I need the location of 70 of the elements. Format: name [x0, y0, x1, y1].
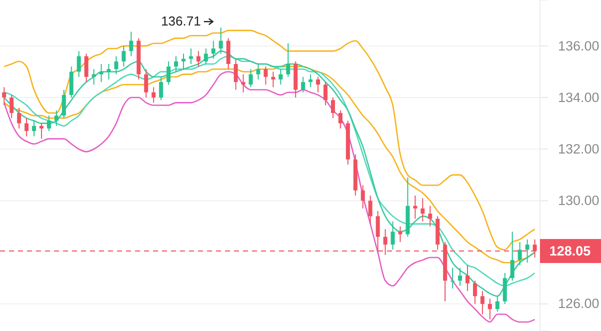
- y-tick-label: 134.00: [558, 90, 600, 105]
- candlestick: [301, 76, 306, 93]
- candlestick: [472, 280, 477, 304]
- candlestick: [390, 220, 395, 250]
- candlestick: [62, 89, 66, 119]
- candlestick: [32, 120, 36, 137]
- candlestick: [241, 74, 246, 93]
- candlestick: [2, 86, 6, 106]
- candlestick: [226, 38, 230, 70]
- candlestick: [24, 118, 29, 137]
- candlestick: [69, 66, 74, 98]
- candlestick: [122, 45, 126, 68]
- candlestick: [256, 63, 260, 80]
- candlestick: [99, 63, 104, 83]
- candlestick: [466, 264, 470, 292]
- candlestick: [286, 42, 290, 78]
- candlestick: [525, 238, 530, 264]
- candlestick: [330, 97, 335, 119]
- candlestick: [308, 74, 313, 88]
- candlestick: [234, 58, 238, 90]
- candlestick: [76, 50, 81, 78]
- candlestick: [204, 48, 208, 64]
- candlestick: [10, 94, 14, 119]
- y-tick-label: 130.00: [558, 193, 600, 208]
- candlestick: [518, 241, 522, 266]
- candlestick: [338, 110, 342, 129]
- candlestick: [159, 76, 164, 101]
- candlestick: [188, 48, 193, 64]
- candlestick: [450, 267, 455, 289]
- ref-line-label: 128.05: [549, 244, 592, 259]
- candlestick: [218, 27, 223, 54]
- y-tick-label: 132.00: [558, 141, 600, 156]
- candlestick: [54, 110, 58, 126]
- candlestick: [174, 56, 178, 72]
- candlestick: [39, 122, 44, 140]
- candlestick: [495, 296, 500, 312]
- annotation: 136.71: [161, 14, 201, 29]
- candlestick: [248, 68, 253, 88]
- candlestick: [114, 56, 118, 75]
- candlestick: [46, 115, 51, 132]
- candlestick: [278, 68, 283, 86]
- candlestick: [428, 205, 432, 228]
- candlestick: [152, 86, 156, 104]
- candlestick: [458, 267, 462, 286]
- candlestick: [502, 272, 507, 304]
- candlestick: [106, 63, 111, 80]
- candlestick: [420, 198, 425, 222]
- y-tick-label: 126.00: [558, 296, 600, 312]
- candlestick: [144, 68, 148, 98]
- candlestick: [129, 31, 134, 57]
- candlestick: [271, 71, 276, 88]
- candlestick: [181, 53, 186, 70]
- candlestick: [264, 66, 268, 86]
- candlestick: [211, 40, 216, 60]
- candlestick: [316, 76, 320, 93]
- candlestick: [84, 53, 88, 83]
- candlestick: [17, 107, 22, 129]
- candlestick: [368, 195, 372, 224]
- candlestick: [488, 298, 492, 320]
- candlestick: [398, 226, 402, 242]
- candlestick: [360, 184, 365, 209]
- candlestick: [166, 60, 171, 86]
- candlestick: [480, 290, 484, 315]
- y-tick-label: 136.00: [558, 38, 600, 54]
- candlestick: [196, 50, 200, 68]
- line-series: [3, 30, 536, 250]
- candlestick: [413, 195, 418, 220]
- candlestick: [510, 231, 514, 282]
- candlestick: [92, 68, 96, 86]
- candlestick: [323, 82, 328, 106]
